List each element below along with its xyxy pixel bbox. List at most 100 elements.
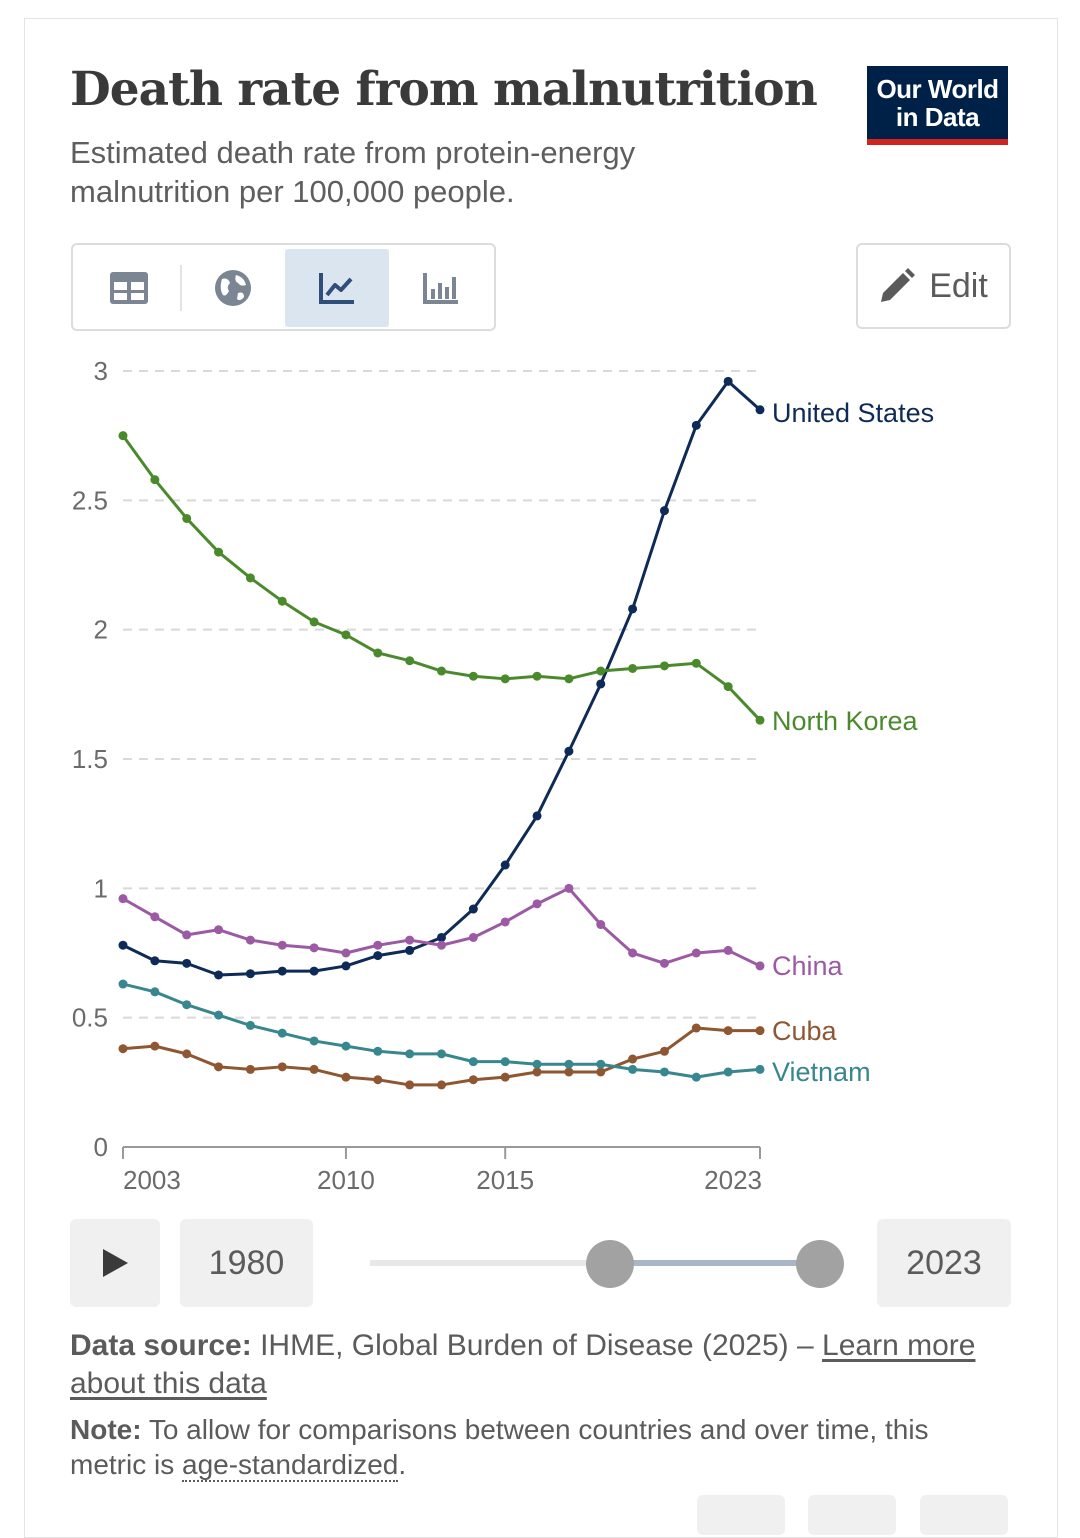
data-point (277, 1028, 287, 1038)
data-point (564, 674, 574, 684)
data-point (659, 506, 669, 516)
data-point (532, 899, 542, 909)
data-point (309, 1064, 319, 1074)
data-point (405, 1049, 415, 1059)
data-point (628, 1054, 638, 1064)
data-point (596, 679, 606, 689)
data-point (214, 925, 224, 935)
line-chart: 0 0.5 1 1.5 2 2.5 3 2003 2010 2015 2023 United Stat… (72, 356, 934, 1195)
data-point (532, 1059, 542, 1069)
data-point (628, 1064, 638, 1074)
y-tick-label: 0 (94, 1132, 108, 1162)
data-point (373, 951, 383, 961)
edit-button[interactable]: Edit (856, 243, 1011, 329)
owid-logo[interactable]: Our World in Data (867, 66, 1008, 145)
series-label: Vietnam (772, 1057, 871, 1087)
data-point (245, 935, 255, 945)
data-point (277, 940, 287, 950)
data-point (755, 961, 765, 971)
play-button[interactable] (70, 1219, 160, 1307)
data-point (596, 920, 606, 930)
data-point (214, 1062, 224, 1072)
data-point (182, 1000, 192, 1010)
tab-chart[interactable] (285, 249, 389, 327)
data-point (532, 811, 542, 821)
data-point (659, 1046, 669, 1056)
data-point (755, 715, 765, 725)
data-point (564, 883, 574, 893)
tab-bar[interactable] (389, 249, 493, 327)
edit-label: Edit (929, 266, 988, 305)
note-label: Note: (70, 1414, 142, 1445)
tab-table[interactable] (77, 249, 181, 327)
learn-more-link[interactable]: Learn more about this data (70, 1329, 976, 1400)
data-point (341, 1041, 351, 1051)
series-label: United States (772, 398, 934, 428)
data-point (755, 1026, 765, 1036)
series-label: Cuba (772, 1016, 838, 1046)
data-point (755, 405, 765, 415)
data-point (691, 658, 701, 668)
data-point (723, 1067, 733, 1077)
data-point (277, 596, 287, 606)
tab-map[interactable] (181, 249, 285, 327)
data-point (341, 630, 351, 640)
data-point (500, 1057, 510, 1067)
x-tick-label: 2023 (704, 1165, 762, 1195)
data-point (277, 1062, 287, 1072)
data-point (564, 1067, 574, 1077)
data-point (500, 860, 510, 870)
data-point (468, 1075, 478, 1085)
data-point (182, 958, 192, 968)
data-point (437, 1049, 446, 1059)
data-point (245, 1020, 255, 1030)
data-point (118, 1044, 128, 1054)
data-point (564, 746, 574, 756)
share-button[interactable] (808, 1495, 896, 1535)
data-point (150, 475, 160, 485)
source-label: Data source: (70, 1329, 252, 1362)
x-tick-label: 2003 (123, 1165, 181, 1195)
download-button[interactable] (697, 1495, 785, 1535)
data-point (723, 1026, 733, 1036)
data-point (437, 1080, 446, 1090)
data-point (150, 912, 160, 922)
chart-title: Death rate from malnutrition (70, 62, 818, 117)
chart-subtitle: Estimated death rate from protein-energy… (70, 135, 636, 209)
series-line-united-states (122, 379, 761, 977)
data-point (373, 940, 383, 950)
timeline-start-handle[interactable] (586, 1240, 634, 1288)
data-point (182, 1049, 192, 1059)
data-point (628, 604, 638, 614)
data-point (532, 1067, 542, 1077)
end-year-button[interactable]: 2023 (877, 1219, 1011, 1307)
data-point (405, 1080, 415, 1090)
data-point (373, 648, 383, 658)
data-source: Data source: IHME, Global Burden of Dise… (70, 1327, 990, 1403)
data-point (628, 663, 638, 673)
age-standardized-link[interactable]: age-standardized (182, 1449, 399, 1482)
timeline-track[interactable] (370, 1260, 610, 1266)
y-tick-label: 2 (94, 615, 108, 645)
x-tick-label: 2010 (317, 1165, 375, 1195)
data-point (182, 930, 192, 940)
data-point (437, 666, 446, 676)
timeline-end-handle[interactable] (796, 1240, 844, 1288)
data-point (309, 943, 319, 953)
data-point (182, 513, 192, 523)
note-text: To allow for comparisons between countri… (70, 1414, 929, 1480)
bar-chart-icon (423, 273, 458, 304)
start-year-button[interactable]: 1980 (180, 1219, 313, 1307)
data-point (277, 966, 287, 976)
fullscreen-button[interactable] (920, 1495, 1008, 1535)
line-chart-icon (319, 273, 354, 304)
data-point (691, 1072, 701, 1082)
y-tick-label: 1 (94, 873, 108, 903)
data-point (373, 1075, 383, 1085)
data-point (309, 1036, 319, 1046)
data-point (628, 948, 638, 958)
timeline-selected-range[interactable] (610, 1260, 820, 1266)
y-tick-label: 2.5 (72, 485, 108, 515)
data-point (245, 573, 255, 583)
data-point (596, 1067, 606, 1077)
